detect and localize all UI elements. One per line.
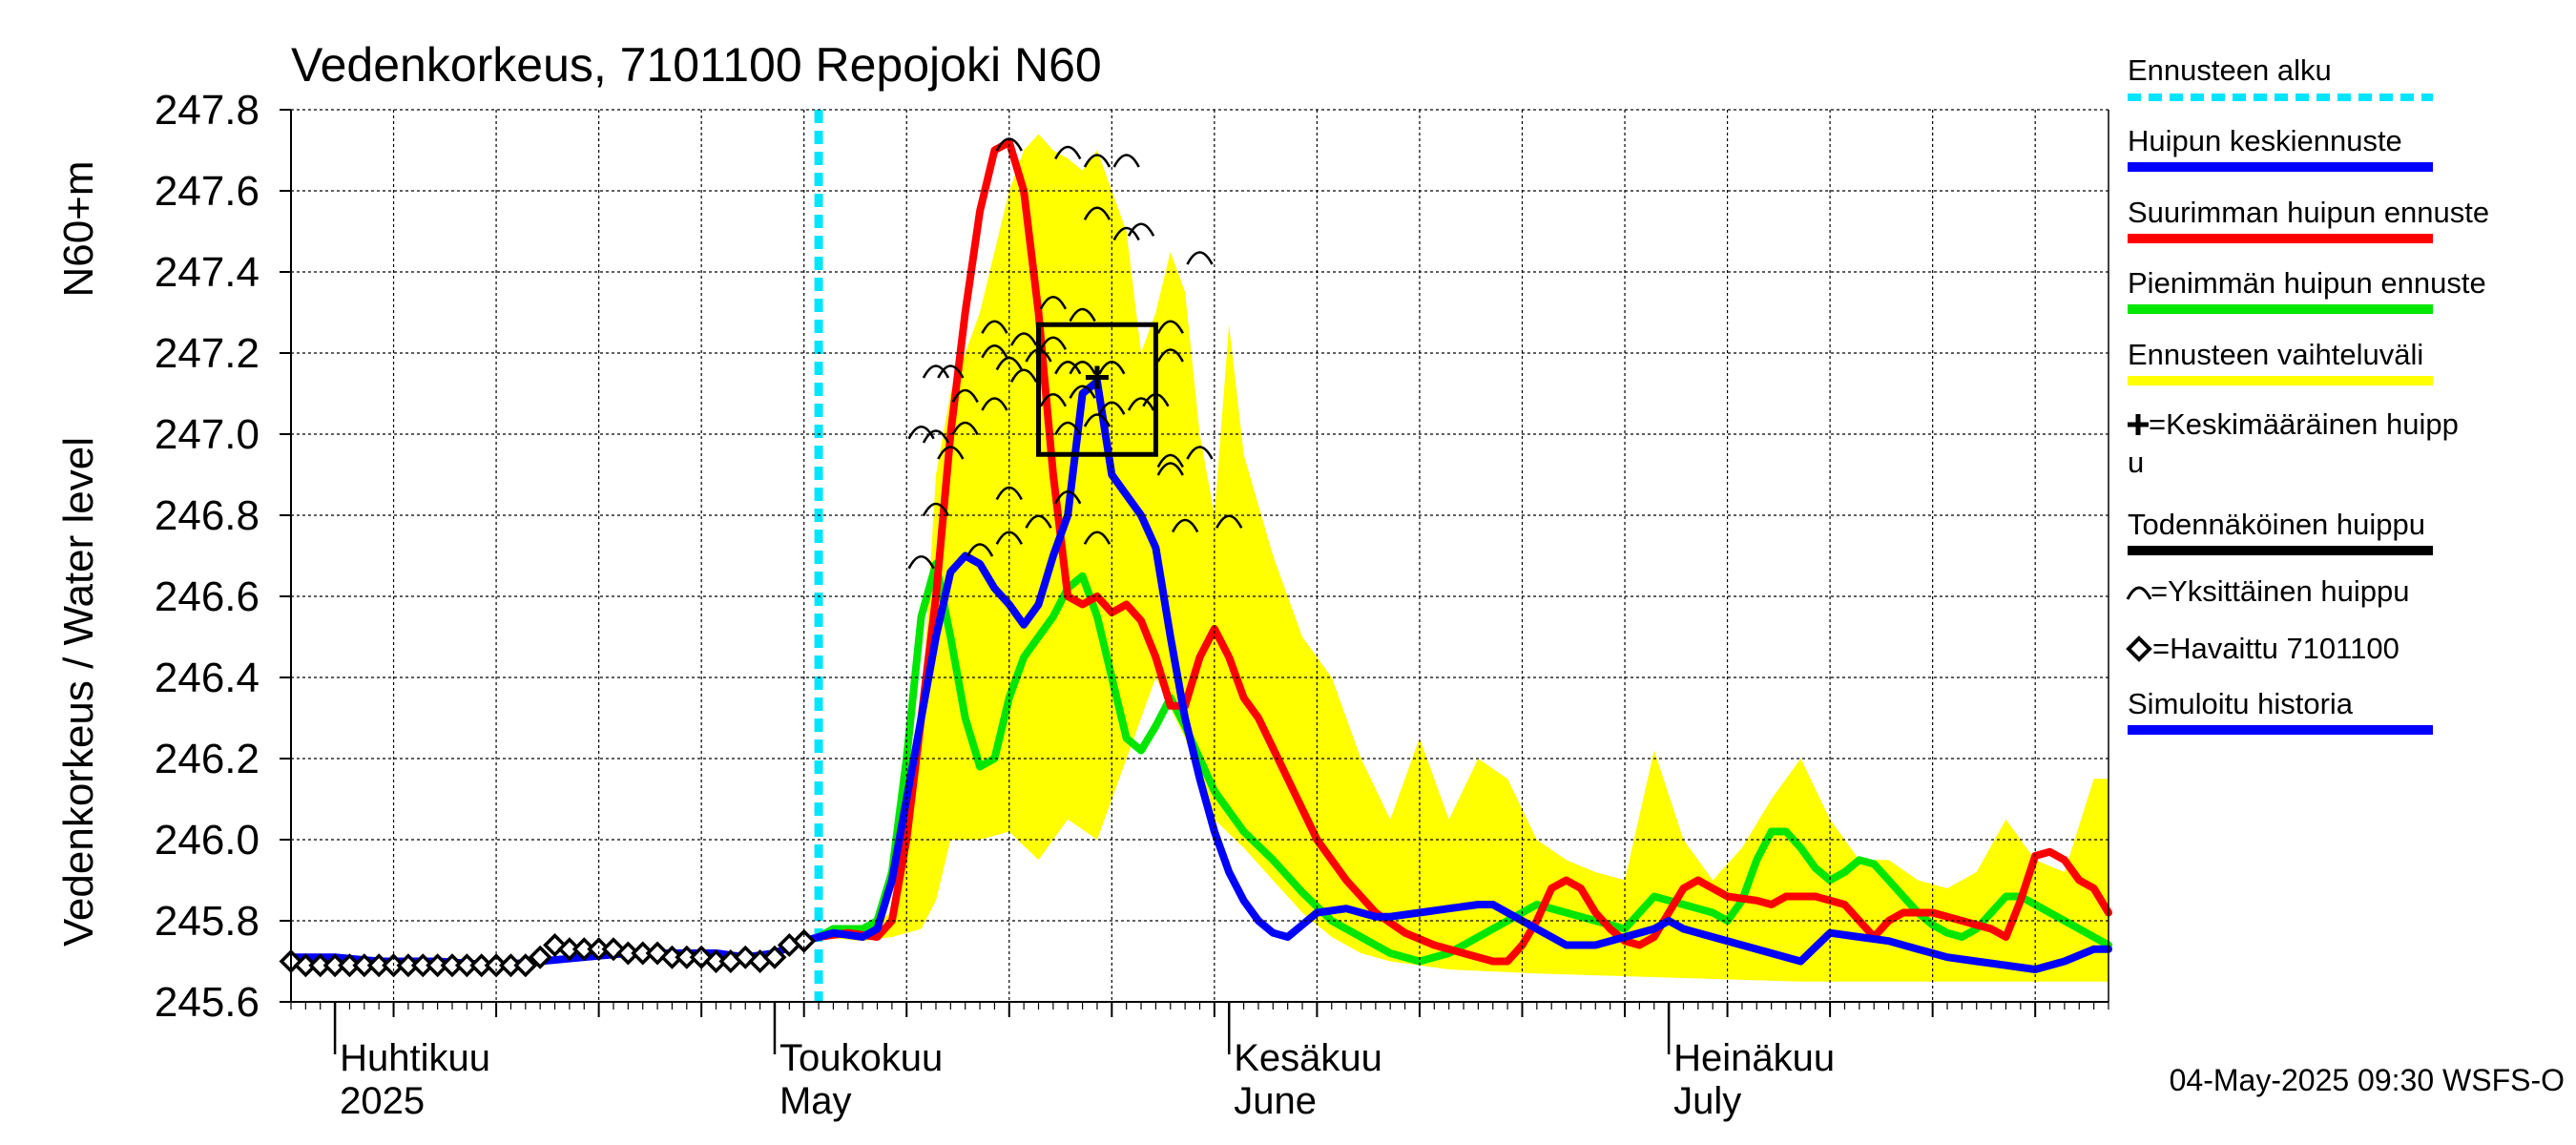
min-peak-forecast-line [815,560,2112,966]
legend-label: Pienimmän huipun ennuste [2128,266,2486,300]
legend-label-continued: u [2128,446,2144,479]
mean-peak-forecast-line [815,377,2112,973]
month-sublabel: July [1673,1080,1741,1122]
single-peak-arc [1039,336,1068,350]
legend: Ennusteen alku Huipun keskiennuste Suurimm… [2126,53,2489,735]
single-peak-arc [907,425,935,440]
single-peak-arc [937,446,965,460]
single-peak-arc [1083,206,1111,220]
single-peak-arc [981,320,1008,334]
single-peak-arc [981,344,1008,359]
month-label: Huhtikuu [340,1037,490,1079]
single-peak-arc [1009,332,1038,346]
legend-label: =Keskimääräinen huipp [2149,407,2459,441]
single-peak-arc [907,554,935,570]
legend-label: Huipun keskiennuste [2128,124,2402,157]
single-peak-arc [951,421,979,436]
plot-area [279,110,2112,1002]
single-peak-arc [1156,348,1184,363]
single-peak-arc [1112,154,1140,168]
y-tick-label: 246.6 [155,573,260,620]
single-peak-arc [1009,368,1038,383]
legend-arc-marker [2126,586,2152,600]
single-peak-arc [981,397,1008,411]
single-peak-arc [1156,320,1184,334]
y-tick-label: 246.2 [155,736,260,782]
month-sublabel: June [1234,1080,1317,1122]
month-label: Heinäkuu [1673,1037,1835,1079]
y-tick-label: 245.8 [155,898,260,945]
single-peak-arc [937,364,965,379]
single-peak-arc [1171,518,1199,533]
single-peak-arc [1083,531,1111,545]
mean-peak-marker [1085,365,1109,389]
single-peak-arc [995,531,1023,545]
legend-label: Simuloitu historia [2128,687,2354,720]
legend-label: Suurimman huipun ennuste [2128,196,2489,229]
legend-label: Todennäköinen huippu [2128,508,2425,541]
observed-marker [762,945,787,969]
month-sublabel: May [779,1080,852,1122]
legend-label: =Havaittu 7101100 [2152,632,2399,665]
legend-label: =Yksittäinen huippu [2150,574,2409,608]
single-peak-arc [1083,154,1111,168]
legend-label: Ennusteen vaihteluväli [2128,338,2423,371]
y-axis-label: Vedenkorkeus / Water level [55,437,102,947]
y-tick-label: 247.2 [155,330,260,377]
single-peak-arc [1156,462,1184,476]
single-peak-arc [1156,453,1184,468]
footer-timestamp: 04-May-2025 09:30 WSFS-O [2170,1063,2565,1097]
y-tick-label: 246.4 [155,655,260,701]
y-axis-unit-label: N60+m [55,160,102,297]
single-peak-arc [922,429,950,444]
legend-plus-marker [2128,414,2149,435]
single-peak-arc [1127,222,1155,237]
legend-diamond-marker [2126,635,2152,662]
legend-label: Ennusteen alku [2128,53,2332,87]
probable-peak-box [1036,322,1158,457]
observed-marker [528,945,552,969]
observed-marker [513,953,538,978]
single-peak-arc [966,543,994,557]
single-peak-arc [1186,251,1214,265]
observed-marker [645,941,670,966]
single-peak-arc [1083,413,1111,427]
y-tick-label: 246.0 [155,817,260,864]
single-peak-arc [1069,307,1096,323]
single-peak-arc [1069,385,1096,399]
single-peak-arc [1069,360,1096,375]
y-tick-label: 247.0 [155,411,260,458]
observed-marker [601,937,626,962]
single-peak-arc [1054,360,1082,375]
single-peak-arc [951,388,979,404]
single-peak-arc [922,364,950,379]
y-tick-label: 247.8 [155,87,260,134]
single-peak-arc [1025,514,1052,529]
single-peak-arc [1112,226,1140,241]
month-sublabel: 2025 [340,1080,425,1122]
single-peak-arc [1054,145,1082,160]
single-peak-arc [1127,397,1155,411]
month-label: Toukokuu [779,1037,943,1079]
single-peak-arc [1039,295,1068,310]
single-peak-arc [922,502,950,517]
y-tick-label: 247.4 [155,249,260,296]
axes: 245.6 245.8 246.0 246.2 246.4 246.6 246.8 247.0… [155,87,2109,1122]
single-peak-arc [1215,514,1243,529]
forecast-range-band [819,134,2109,982]
single-peak-arc [1054,421,1082,436]
single-peak-arc [1039,392,1068,407]
y-tick-label: 245.6 [155,979,260,1026]
month-label: Kesäkuu [1234,1037,1382,1079]
chart-title: Vedenkorkeus, 7101100 Repojoki N60 [291,38,1102,92]
single-peak-arc [1186,446,1214,460]
y-tick-label: 247.6 [155,168,260,215]
single-peak-arc [1054,489,1082,505]
y-tick-label: 246.8 [155,492,260,539]
